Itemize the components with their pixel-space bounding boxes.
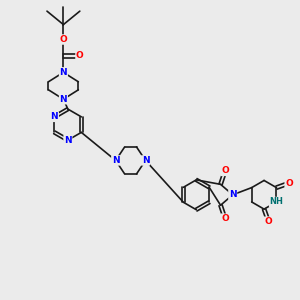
- Text: NH: NH: [269, 197, 284, 206]
- Text: O: O: [59, 35, 67, 44]
- Text: N: N: [229, 190, 236, 199]
- Text: N: N: [51, 112, 58, 122]
- Text: N: N: [64, 136, 72, 145]
- Text: O: O: [221, 167, 229, 176]
- Text: N: N: [60, 68, 67, 77]
- Text: N: N: [142, 156, 149, 165]
- Text: O: O: [265, 217, 272, 226]
- Text: O: O: [221, 214, 229, 223]
- Text: N: N: [60, 95, 67, 104]
- Text: O: O: [76, 51, 84, 60]
- Text: N: N: [112, 156, 119, 165]
- Text: O: O: [285, 178, 293, 188]
